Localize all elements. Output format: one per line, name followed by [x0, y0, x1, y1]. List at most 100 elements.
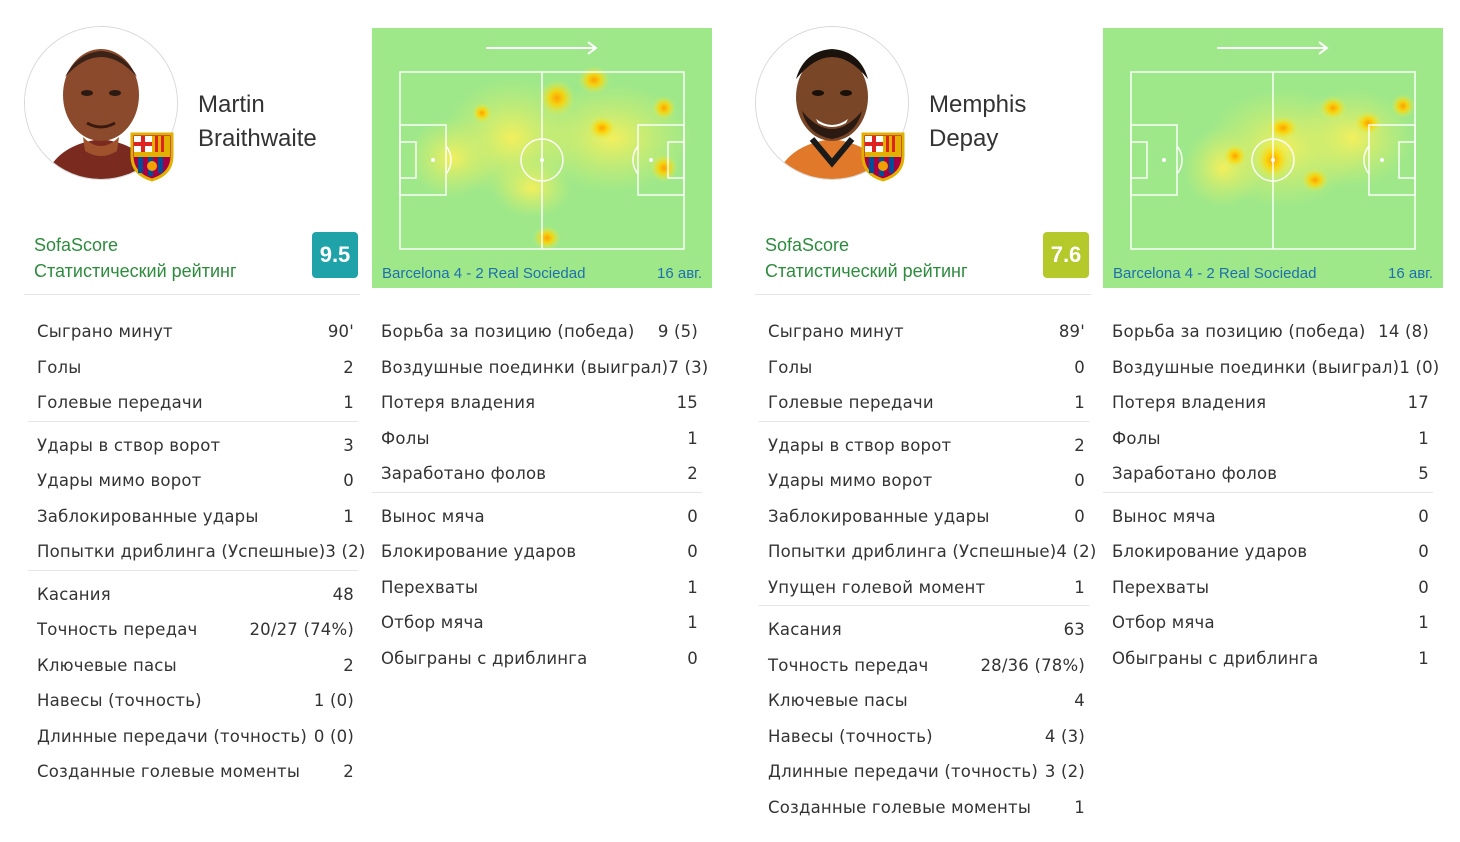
- stat-label: Перехваты: [1112, 577, 1210, 597]
- stat-row: Обыграны с дриблинга 1: [1103, 641, 1433, 677]
- stat-label: Голевые передачи: [37, 393, 203, 413]
- attack-direction-arrow-icon: [1217, 41, 1329, 55]
- stat-label: Сыграно минут: [37, 322, 173, 342]
- stat-row: Навесы (точность) 4 (3): [759, 719, 1089, 755]
- stat-value: 3: [343, 435, 354, 455]
- stat-label: Длинные передачи (точность): [768, 762, 1038, 782]
- stat-row: Вынос мяча 0: [372, 499, 702, 535]
- stat-value: 2: [343, 655, 354, 675]
- stat-label: Попытки дриблинга (Успешные): [37, 542, 326, 562]
- stat-value: 1: [343, 506, 354, 526]
- stat-group: Касания 63 Точность передач 28/36 (78%) Ключ…: [759, 612, 1089, 825]
- stat-label: Воздушные поединки (выиграл): [1112, 357, 1400, 377]
- stat-value: 1: [1074, 393, 1085, 413]
- stat-label: Отбор мяча: [381, 613, 484, 633]
- stat-group: Удары в створ ворот 2 Удары мимо ворот 0 Заб…: [759, 428, 1096, 606]
- stat-row: Заработано фолов 2: [372, 456, 702, 492]
- stat-row: Касания 48: [28, 577, 358, 613]
- stat-label: Заработано фолов: [381, 464, 547, 484]
- stat-label: Блокирование ударов: [381, 542, 577, 562]
- stat-row: Попытки дриблинга (Успешные) 3 (2): [28, 534, 365, 570]
- stat-label: Ключевые пасы: [37, 655, 177, 675]
- stat-row: Заблокированные удары 1: [28, 499, 358, 535]
- stat-value: 3 (2): [1044, 762, 1085, 782]
- stat-row: Созданные голевые моменты 1: [759, 790, 1089, 826]
- rating-label-brand: SofaScore: [765, 235, 850, 255]
- stat-group: Борьба за позицию (победа) 9 (5) Воздушные…: [372, 314, 708, 493]
- stat-row: Потеря владения 17: [1103, 385, 1433, 421]
- stat-label: Созданные голевые моменты: [37, 762, 301, 782]
- rating-label[interactable]: SofaScore Статистический рейтинг: [34, 232, 237, 284]
- player-photo[interactable]: [755, 26, 909, 180]
- player-name[interactable]: Martin Braithwaite: [198, 88, 317, 156]
- match-date: 16 авг.: [657, 265, 702, 282]
- stat-row: Сыграно минут 90': [28, 314, 358, 350]
- barcelona-crest-icon: [859, 130, 907, 182]
- stat-row: Голы 0: [759, 350, 1089, 386]
- player-last-name: Braithwaite: [198, 125, 317, 152]
- stat-row: Перехваты 1: [372, 570, 702, 606]
- stat-label: Точность передач: [37, 620, 198, 640]
- rating-label-brand: SofaScore: [34, 235, 119, 255]
- stat-label: Фолы: [1112, 428, 1161, 448]
- stat-row: Длинные передачи (точность) 0 (0): [28, 719, 358, 755]
- stat-label: Удары мимо ворот: [37, 471, 202, 491]
- player-last-name: Depay: [929, 125, 999, 152]
- stat-label: Обыграны с дриблинга: [1112, 648, 1319, 668]
- stats-right-column: Борьба за позицию (победа) 9 (5) Воздушные…: [372, 314, 708, 682]
- stat-label: Удары в створ ворот: [768, 435, 952, 455]
- stat-value: 0: [687, 506, 698, 526]
- stat-value: 14 (8): [1378, 322, 1429, 342]
- stat-value: 0: [1074, 471, 1085, 491]
- stat-value: 63: [1063, 620, 1085, 640]
- rating-block: SofaScore Статистический рейтинг 9.5: [24, 218, 360, 295]
- stat-group: Сыграно минут 90' Голы 2 Голевые передачи 1: [28, 314, 358, 422]
- stat-label: Удары мимо ворот: [768, 471, 933, 491]
- stat-value: 1: [687, 577, 698, 597]
- match-caption[interactable]: Barcelona 4 - 2 Real Sociedad: [382, 265, 586, 282]
- stats-right-column: Борьба за позицию (победа) 14 (8) Воздушны…: [1103, 314, 1439, 682]
- stat-label: Потеря владения: [381, 393, 536, 413]
- stat-label: Обыграны с дриблинга: [381, 648, 588, 668]
- stat-label: Голы: [768, 357, 813, 377]
- rating-label-text: Статистический рейтинг: [765, 261, 968, 281]
- rating-badge: 7.6: [1043, 232, 1089, 278]
- stat-label: Блокирование ударов: [1112, 542, 1308, 562]
- stat-row: Ключевые пасы 4: [759, 683, 1089, 719]
- stat-value: 15: [676, 393, 698, 413]
- stat-group: Вынос мяча 0 Блокирование ударов 0 Перехваты…: [1103, 499, 1433, 677]
- rating-label[interactable]: SofaScore Статистический рейтинг: [765, 232, 968, 284]
- stat-row: Отбор мяча 1: [372, 605, 702, 641]
- stat-row: Голевые передачи 1: [759, 385, 1089, 421]
- stat-label: Точность передач: [768, 655, 929, 675]
- stat-value: 0: [1418, 506, 1429, 526]
- match-caption[interactable]: Barcelona 4 - 2 Real Sociedad: [1113, 265, 1317, 282]
- stat-value: 28/36 (78%): [980, 655, 1085, 675]
- stat-row: Воздушные поединки (выиграл) 7 (3): [372, 350, 708, 386]
- stat-row: Попытки дриблинга (Успешные) 4 (2): [759, 534, 1096, 570]
- stat-row: Перехваты 0: [1103, 570, 1433, 606]
- stat-label: Удары в створ ворот: [37, 435, 221, 455]
- stat-row: Фолы 1: [372, 421, 702, 457]
- heatmap[interactable]: Barcelona 4 - 2 Real Sociedad 16 авг.: [372, 28, 712, 288]
- stat-label: Заблокированные удары: [37, 506, 259, 526]
- rating-badge: 9.5: [312, 232, 358, 278]
- heatmap[interactable]: Barcelona 4 - 2 Real Sociedad 16 авг.: [1103, 28, 1443, 288]
- stat-row: Голы 2: [28, 350, 358, 386]
- stat-value: 0: [343, 471, 354, 491]
- stat-value: 3 (2): [325, 542, 366, 562]
- player-card-depay: Memphis Depay SofaScore Статистический р…: [731, 0, 1460, 842]
- stat-label: Попытки дриблинга (Успешные): [768, 542, 1057, 562]
- stat-label: Ключевые пасы: [768, 691, 908, 711]
- stat-value: 4: [1074, 691, 1085, 711]
- stat-value: 2: [343, 762, 354, 782]
- stat-row: Обыграны с дриблинга 0: [372, 641, 702, 677]
- stat-row: Удары мимо ворот 0: [759, 463, 1089, 499]
- stat-value: 4 (2): [1056, 542, 1097, 562]
- stat-row: Потеря владения 15: [372, 385, 702, 421]
- stat-value: 4 (3): [1044, 726, 1085, 746]
- stat-value: 1: [1418, 428, 1429, 448]
- player-name[interactable]: Memphis Depay: [929, 88, 1026, 156]
- player-photo[interactable]: [24, 26, 178, 180]
- stat-row: Созданные голевые моменты 2: [28, 754, 358, 790]
